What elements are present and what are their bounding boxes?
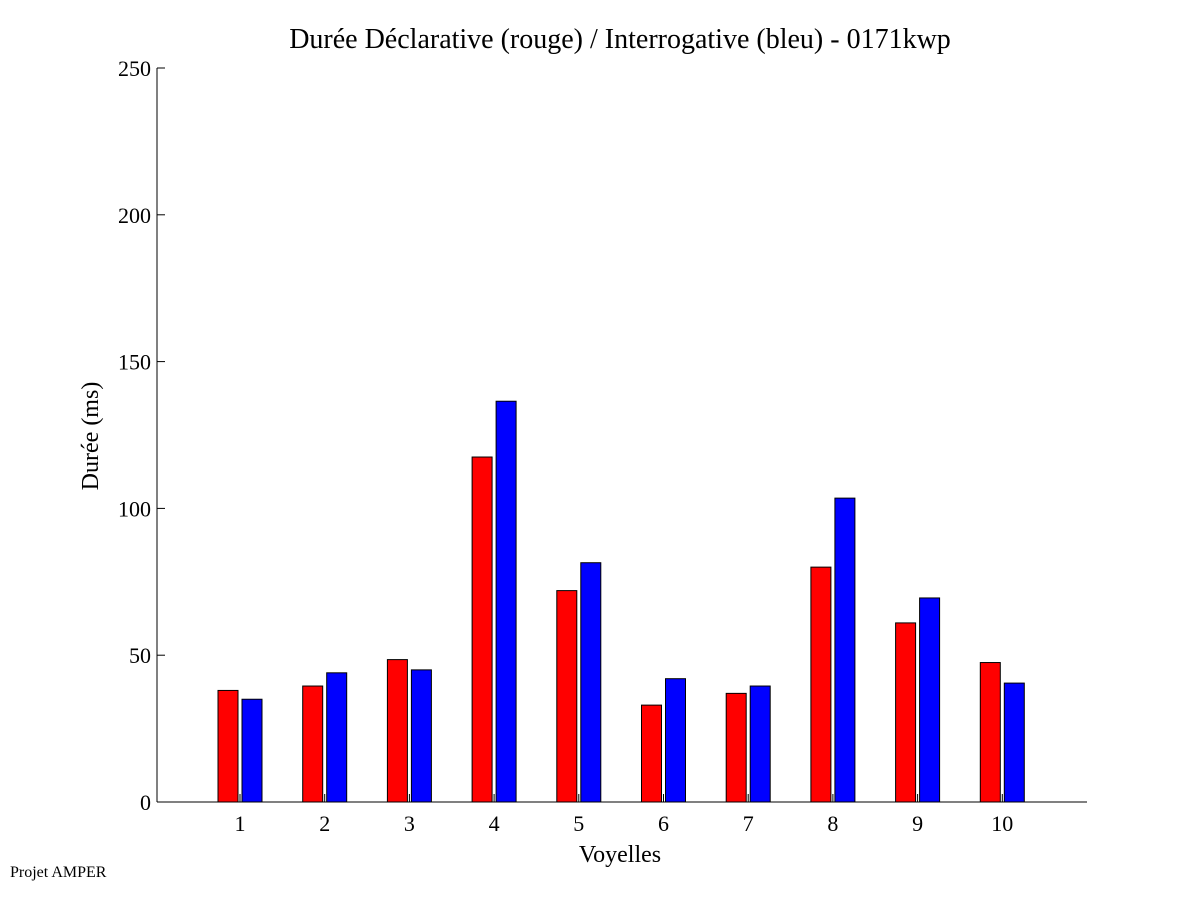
red-bar-7 xyxy=(725,692,747,803)
x-tick-label: 6 xyxy=(658,811,669,836)
y-axis-label: Durée (ms) xyxy=(78,382,104,491)
y-tick-label: 150 xyxy=(118,350,151,375)
red-bar-2 xyxy=(302,685,324,803)
blue-bar-4 xyxy=(495,400,517,803)
blue-bar-8 xyxy=(834,497,856,803)
red-bar-9 xyxy=(895,622,917,803)
bars xyxy=(217,400,1025,803)
x-tick-label: 8 xyxy=(827,811,838,836)
axes xyxy=(156,68,1087,803)
red-bar-4 xyxy=(471,456,493,803)
x-tick-label: 4 xyxy=(489,811,500,836)
x-tick-label: 2 xyxy=(319,811,330,836)
blue-bar-2 xyxy=(326,672,348,803)
blue-bar-9 xyxy=(919,597,941,803)
y-tick-label: 200 xyxy=(118,203,151,228)
x-ticks: 1 2 3 4 5 6 7 8 9 10 xyxy=(235,794,1013,836)
y-tick-label: 100 xyxy=(118,496,151,521)
footer-note: Projet AMPER xyxy=(10,864,107,881)
blue-bar-5 xyxy=(580,562,602,803)
red-bar-3 xyxy=(386,659,408,803)
blue-bar-6 xyxy=(665,678,686,803)
blue-bar-3 xyxy=(410,669,432,803)
blue-bar-10 xyxy=(1003,682,1025,803)
x-tick-label: 1 xyxy=(235,811,246,836)
x-tick-label: 7 xyxy=(743,811,754,836)
x-tick-label: 10 xyxy=(991,811,1013,836)
x-tick-label: 9 xyxy=(912,811,923,836)
y-ticks: 0 50 100 150 200 250 xyxy=(118,56,165,815)
x-tick-label: 5 xyxy=(573,811,584,836)
red-bar-8 xyxy=(810,566,832,803)
red-bar-1 xyxy=(217,689,239,803)
y-tick-label: 250 xyxy=(118,56,151,81)
chart-title: Durée Déclarative (rouge) / Interrogativ… xyxy=(289,24,951,55)
red-bar-10 xyxy=(979,662,1001,803)
blue-bar-7 xyxy=(749,685,771,803)
x-tick-label: 3 xyxy=(404,811,415,836)
red-bar-5 xyxy=(556,590,578,803)
y-tick-label: 50 xyxy=(129,643,151,668)
blue-bar-1 xyxy=(241,698,263,803)
x-axis-label: Voyelles xyxy=(579,842,661,868)
red-bar-6 xyxy=(641,704,662,803)
y-tick-label: 0 xyxy=(140,790,151,815)
